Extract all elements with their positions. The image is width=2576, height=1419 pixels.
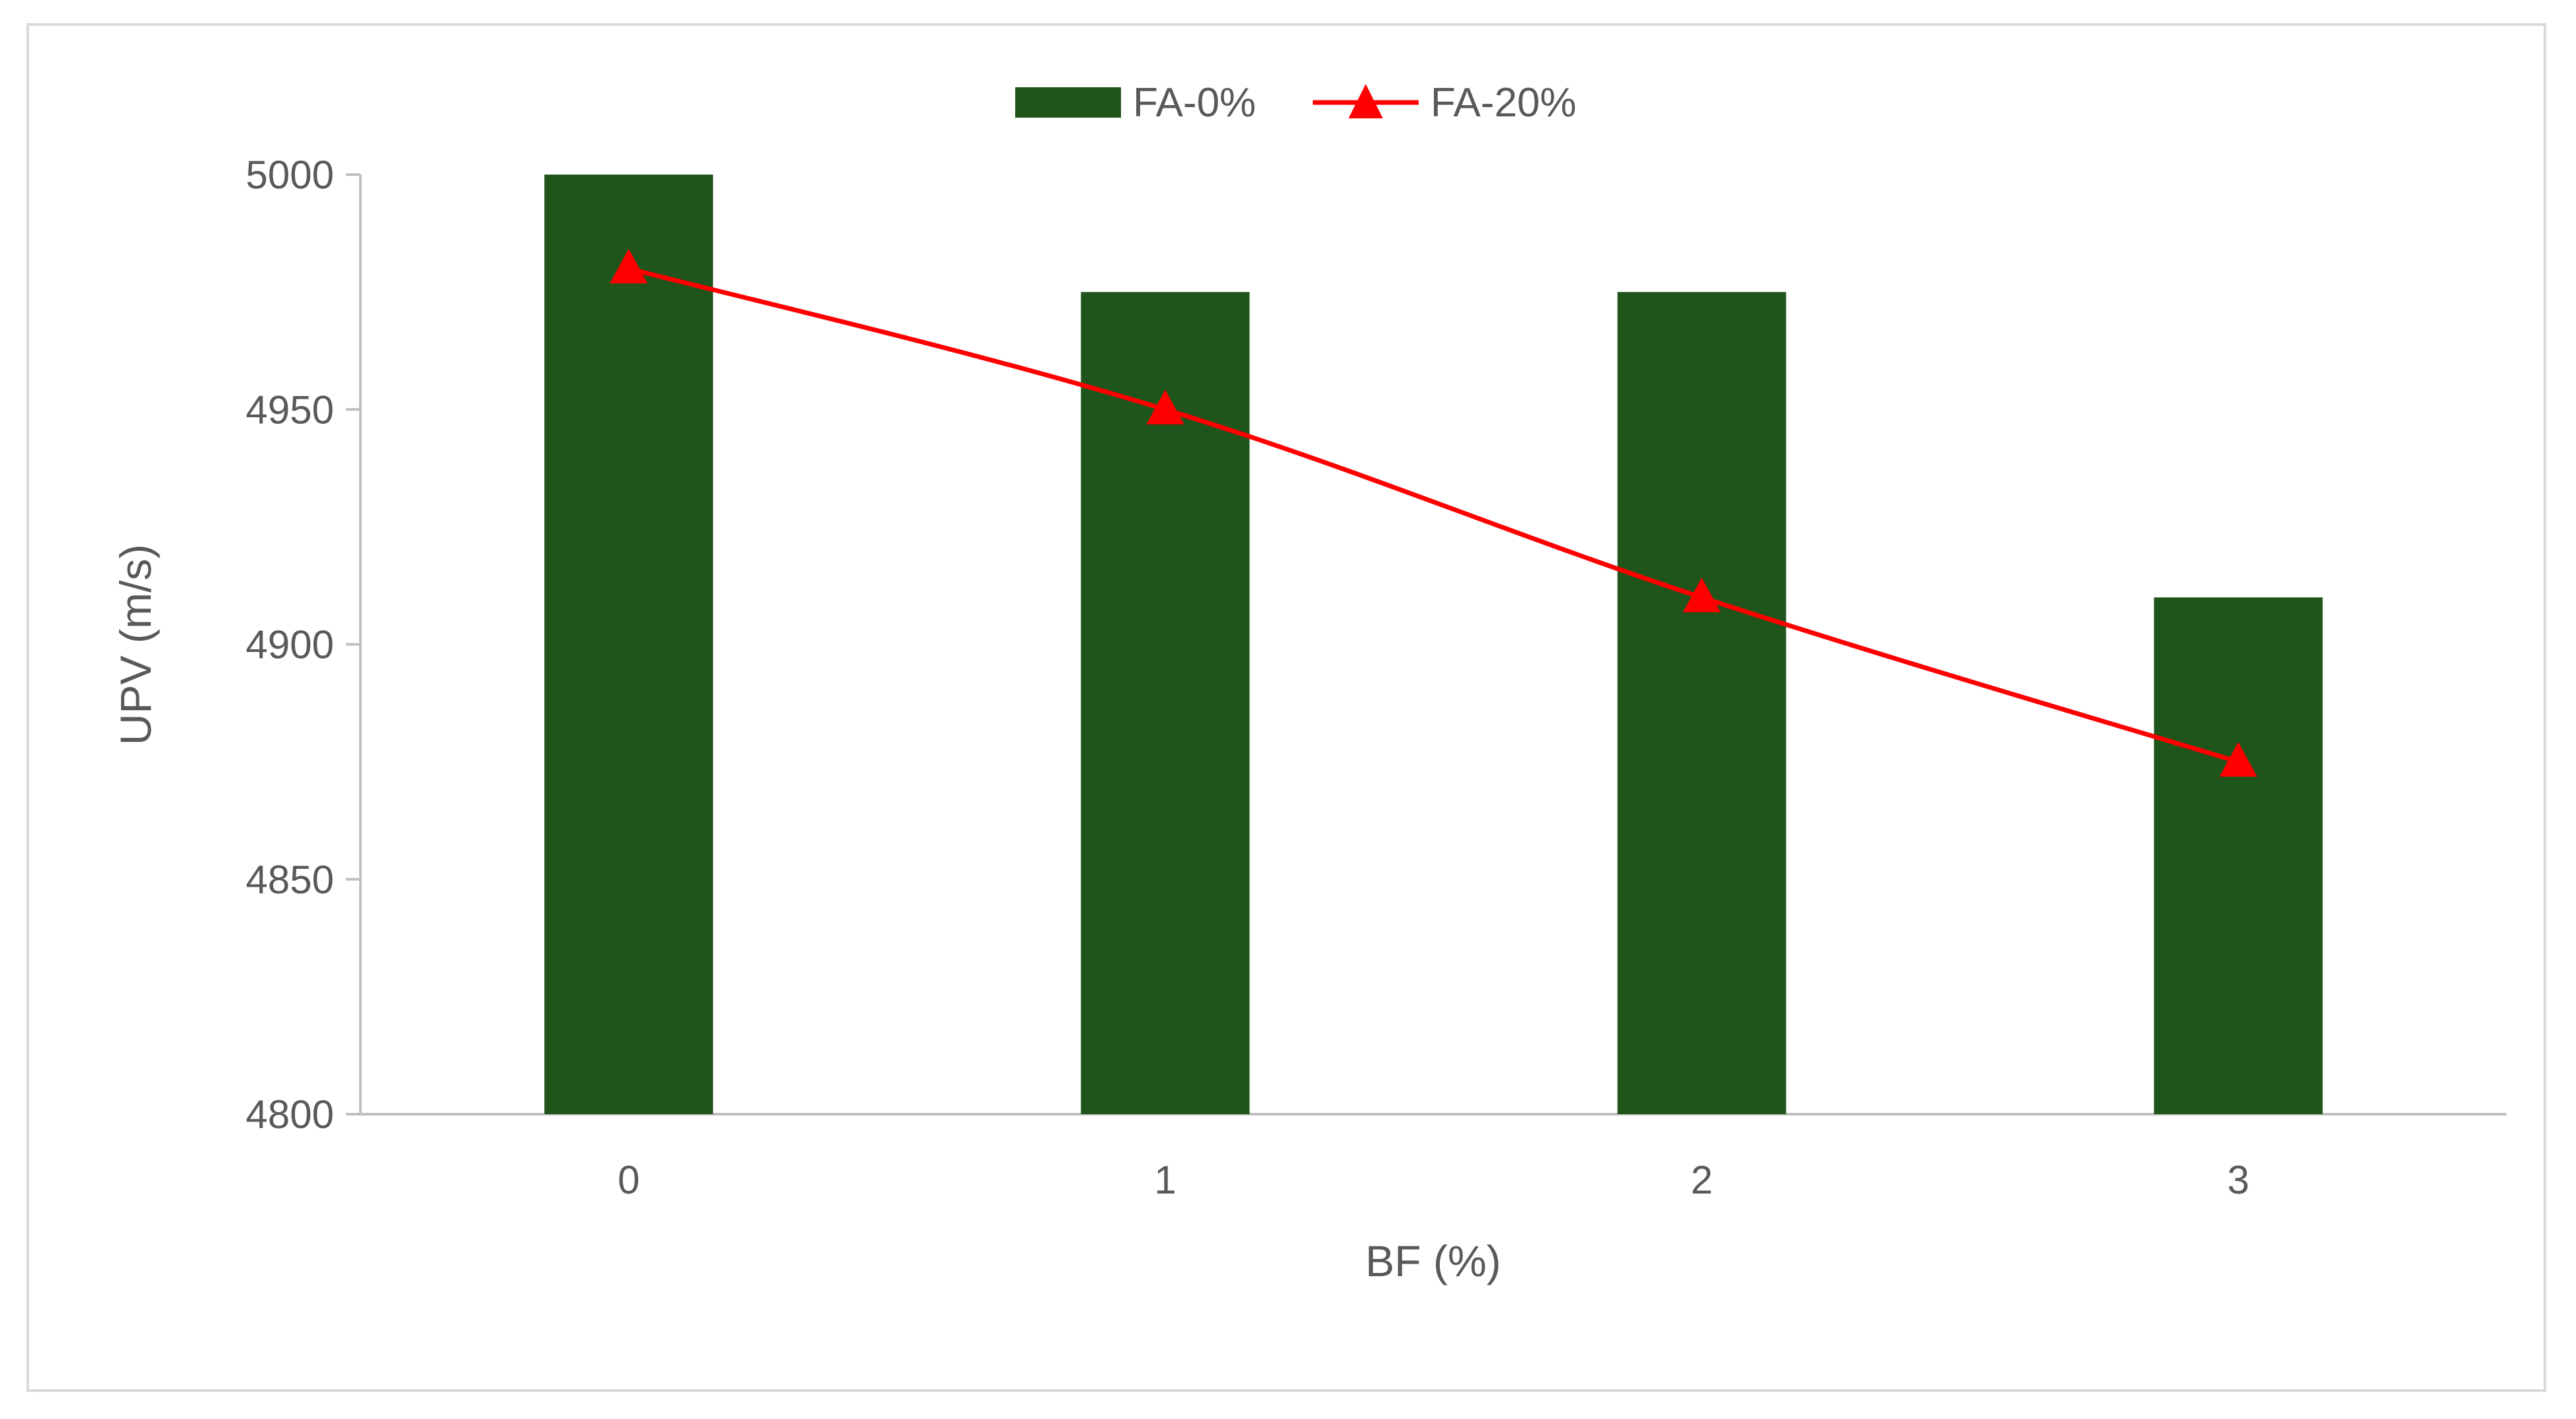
bar: [544, 175, 714, 1114]
legend-swatch-fa-20-marker: [1349, 84, 1383, 118]
y-axis-title: UPV (m/s): [111, 544, 160, 745]
series-line-fa-20: [628, 266, 2239, 764]
line-point-marker: [2219, 742, 2257, 777]
legend-label-fa-0: FA-0%: [1133, 80, 1256, 126]
x-ticks: 0 1 2 3: [618, 1158, 2249, 1202]
line-point-marker: [1146, 389, 1184, 425]
line-point-marker: [1683, 577, 1721, 612]
y-tick-label: 4900: [246, 623, 334, 667]
y-tick-label: 5000: [246, 153, 334, 197]
x-axis-title: BF (%): [1365, 1237, 1501, 1285]
legend-swatch-fa-0: [1015, 87, 1121, 118]
legend: FA-0% FA-20%: [1015, 80, 1577, 126]
x-tick-label: 1: [1154, 1158, 1176, 1202]
y-tick-label: 4800: [246, 1092, 334, 1137]
x-tick-label: 0: [618, 1158, 640, 1202]
chart-frame: [26, 23, 2546, 1392]
x-tick-label: 3: [2227, 1158, 2249, 1202]
line-point-marker: [610, 249, 648, 284]
bar: [1617, 292, 1786, 1114]
bar: [2153, 597, 2323, 1114]
x-tick-label: 2: [1690, 1158, 1712, 1202]
y-ticks: 4800 4850 4900 4950 5000: [246, 153, 360, 1137]
y-tick-label: 4850: [246, 858, 334, 902]
y-tick-label: 4950: [246, 387, 334, 432]
line-series: [610, 249, 2257, 777]
legend-label-fa-20: FA-20%: [1431, 80, 1577, 126]
